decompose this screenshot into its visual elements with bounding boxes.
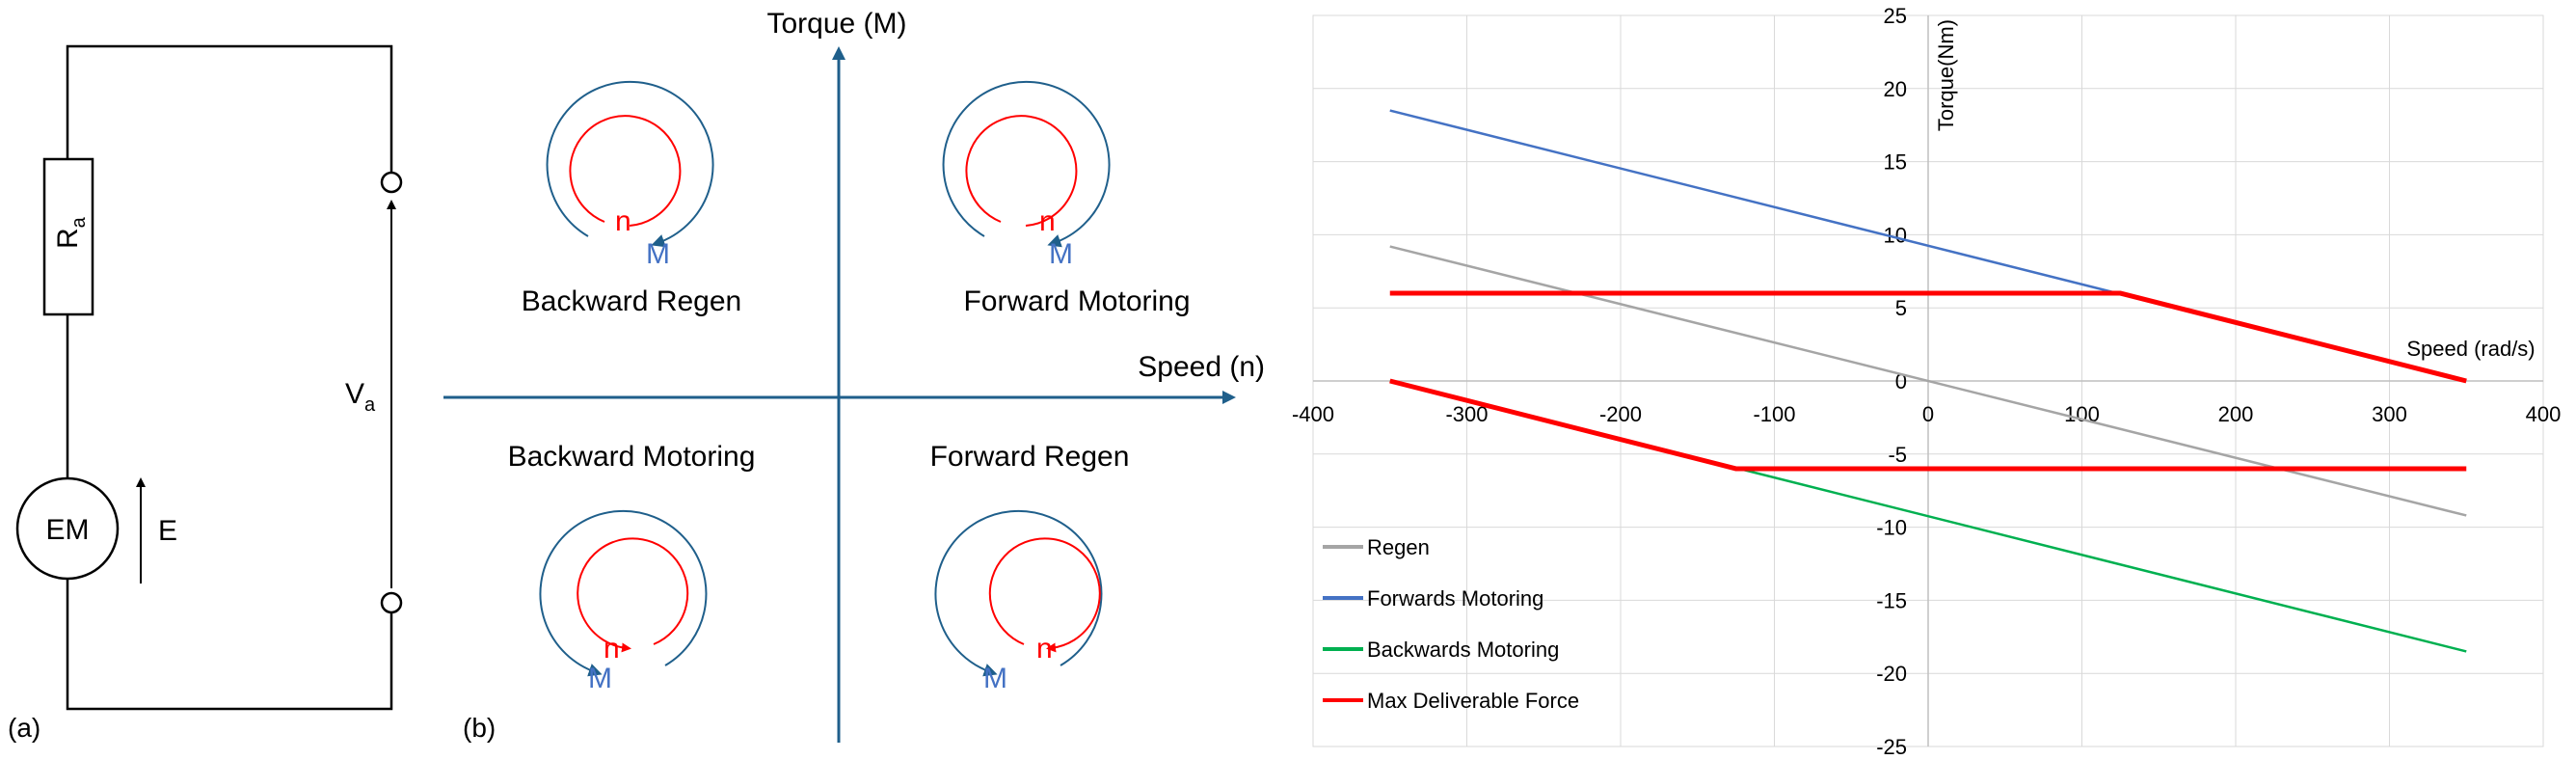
torque-symbol-tr: M (1049, 238, 1073, 270)
emf-label: E (158, 515, 177, 547)
torque-axis-label: Torque (M) (766, 8, 906, 40)
rotation-forward-motoring (944, 82, 1110, 243)
terminal-bottom (382, 593, 401, 612)
rotation-backward-motoring (540, 511, 706, 672)
label-forward-motoring: Forward Motoring (963, 285, 1190, 317)
label-backward-regen: Backward Regen (522, 285, 741, 317)
y-tick-label: 20 (1884, 77, 1907, 101)
torque-symbol-tl: M (646, 238, 670, 270)
label-forward-regen: Forward Regen (930, 441, 1130, 473)
legend-label-1: Forwards Motoring (1367, 586, 1543, 611)
legend-label-0: Regen (1367, 535, 1430, 559)
torque-symbol-br: M (983, 663, 1007, 694)
voltage-label: Va (345, 378, 376, 416)
y-tick-label: -10 (1876, 516, 1907, 540)
legend-label-2: Backwards Motoring (1367, 638, 1559, 662)
label-backward-motoring: Backward Motoring (508, 441, 756, 473)
circuit-wire-top (67, 46, 391, 172)
quadrant-panel: Torque (M) Speed (n) n M Backward Regen … (443, 8, 1265, 743)
y-tick-label: -15 (1876, 588, 1907, 612)
circuit-wire-bottom (67, 564, 391, 709)
y-tick-label: 25 (1884, 4, 1907, 28)
legend-label-3: Max Deliverable Force (1367, 689, 1579, 713)
x-tick-label: -400 (1292, 402, 1334, 426)
circuit-panel (17, 46, 401, 709)
x-axis-title: Speed (rad/s) (2406, 337, 2535, 361)
y-tick-label: -5 (1888, 443, 1907, 467)
chart-legend: Regen Forwards Motoring Backwards Motoring… (1323, 535, 1579, 713)
torque-speed-chart: -400 -300 -200 -100 0 100 200 300 4002520151050-… (1292, 4, 2561, 759)
speed-symbol-tr: n (1039, 205, 1056, 237)
x-tick-label: 200 (2218, 402, 2254, 426)
y-tick-label: -25 (1876, 735, 1907, 759)
x-tick-label: 300 (2372, 402, 2407, 426)
speed-symbol-bl: n (604, 633, 620, 665)
speed-symbol-br: n (1036, 633, 1053, 665)
panel-b-label: (b) (463, 713, 496, 743)
x-tick-label: 0 (1922, 402, 1934, 426)
machine-label: EM (46, 514, 90, 546)
x-tick-label: 400 (2526, 402, 2562, 426)
y-tick-label: -20 (1876, 662, 1907, 686)
y-tick-label: 15 (1884, 150, 1907, 175)
y-axis-title: Torque(Nm) (1934, 19, 1958, 131)
speed-symbol-tl: n (615, 205, 631, 237)
speed-axis-label: Speed (n) (1138, 351, 1265, 383)
torque-symbol-bl: M (588, 663, 612, 694)
y-tick-label: 5 (1895, 296, 1907, 320)
terminal-top (382, 173, 401, 192)
x-tick-label: -200 (1599, 402, 1642, 426)
x-tick-label: -100 (1753, 402, 1795, 426)
rotation-forward-regen (935, 511, 1101, 672)
panel-a-label: (a) (8, 713, 40, 743)
